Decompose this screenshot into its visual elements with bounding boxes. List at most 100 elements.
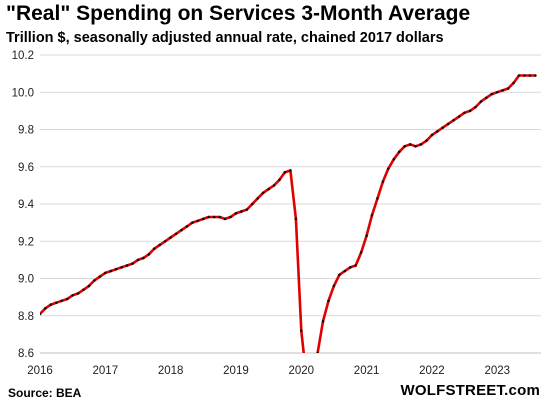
data-point	[474, 105, 477, 109]
y-tick-label: 10.0	[12, 87, 34, 99]
data-point	[414, 144, 417, 148]
data-point	[229, 215, 232, 219]
data-point	[207, 215, 211, 219]
data-point	[169, 236, 172, 239]
y-tick-label: 9.0	[18, 274, 34, 286]
data-point	[534, 74, 537, 77]
data-point	[49, 303, 53, 306]
data-point	[98, 275, 102, 278]
data-point	[528, 74, 532, 77]
data-point	[517, 74, 521, 77]
data-point	[163, 239, 167, 243]
data-point	[278, 178, 281, 182]
data-point	[299, 329, 303, 332]
x-tick-label: 2018	[158, 365, 184, 377]
data-point	[490, 92, 494, 96]
data-point	[359, 251, 363, 254]
data-point	[468, 109, 472, 113]
data-point	[408, 143, 412, 146]
data-point	[283, 171, 287, 174]
data-point	[234, 212, 238, 215]
data-point	[338, 273, 341, 277]
data-point	[430, 133, 434, 137]
data-point	[109, 269, 113, 273]
x-tick-label: 2016	[27, 365, 53, 377]
data-point	[196, 219, 200, 223]
data-point	[387, 167, 390, 170]
data-point	[104, 271, 107, 275]
chart-subtitle: Trillion $, seasonally adjusted annual r…	[6, 30, 444, 46]
data-point	[120, 266, 123, 269]
data-point	[495, 90, 499, 94]
data-point	[180, 228, 183, 232]
data-point	[272, 184, 276, 187]
data-point	[321, 320, 325, 323]
chart-title: "Real" Spending on Services 3-Month Aver…	[6, 2, 471, 25]
data-point	[343, 269, 347, 273]
data-point	[267, 187, 270, 191]
x-tick-label: 2020	[288, 365, 314, 377]
y-tick-label: 9.2	[18, 236, 34, 248]
data-point	[60, 299, 64, 303]
data-point	[40, 312, 42, 316]
data-point	[392, 158, 396, 161]
data-point	[218, 215, 221, 219]
data-point	[158, 243, 162, 247]
data-point	[201, 217, 205, 221]
data-point	[185, 225, 189, 228]
data-point	[316, 351, 319, 353]
data-point	[71, 293, 74, 297]
data-point	[446, 122, 450, 126]
data-point	[174, 232, 178, 236]
data-point	[485, 96, 488, 100]
data-point	[93, 279, 96, 282]
plot-area	[40, 74, 537, 383]
y-tick-label: 9.4	[18, 199, 35, 211]
data-point	[370, 213, 374, 217]
data-point	[142, 256, 145, 260]
x-axis-ticks: 2016 2017 2018 2019 2020 2021 2022 2023	[27, 365, 510, 377]
data-point	[376, 197, 379, 200]
data-point	[245, 208, 249, 211]
data-point	[397, 150, 401, 154]
data-point	[55, 301, 58, 305]
data-point	[381, 180, 385, 183]
data-point	[305, 380, 308, 383]
data-point	[294, 217, 298, 221]
data-point	[354, 264, 357, 267]
data-point	[512, 81, 515, 85]
y-axis-ticks: 8.6 8.8 9.0 9.2 9.4 9.6 9.8 10.0 10.2	[12, 50, 35, 360]
data-point	[240, 210, 243, 213]
data-point	[506, 87, 510, 90]
data-point	[419, 143, 423, 146]
x-tick-label: 2017	[93, 365, 119, 377]
data-point	[223, 217, 227, 221]
data-point	[65, 297, 69, 301]
y-tick-label: 8.6	[18, 348, 34, 360]
data-point	[153, 247, 156, 250]
source-label: Source: BEA	[8, 386, 82, 400]
data-point	[114, 267, 118, 271]
data-point	[256, 197, 260, 200]
data-point	[76, 292, 80, 295]
data-point	[457, 115, 461, 118]
y-tick-label: 10.2	[12, 50, 34, 62]
y-tick-label: 9.6	[18, 162, 34, 174]
brand-label: WOLFSTREET.com	[400, 382, 540, 399]
data-point	[441, 126, 445, 129]
y-tick-label: 9.8	[18, 125, 34, 137]
x-tick-label: 2022	[419, 365, 445, 377]
data-point	[131, 262, 134, 265]
data-point	[436, 130, 439, 133]
data-point	[212, 215, 216, 219]
data-point	[289, 169, 292, 172]
data-point	[250, 202, 254, 206]
grid-lines	[40, 54, 541, 354]
data-point	[332, 284, 336, 288]
data-point	[425, 139, 428, 142]
x-tick-label: 2019	[223, 365, 249, 377]
data-point	[348, 266, 352, 269]
data-point	[147, 252, 151, 256]
data-point	[82, 288, 85, 291]
